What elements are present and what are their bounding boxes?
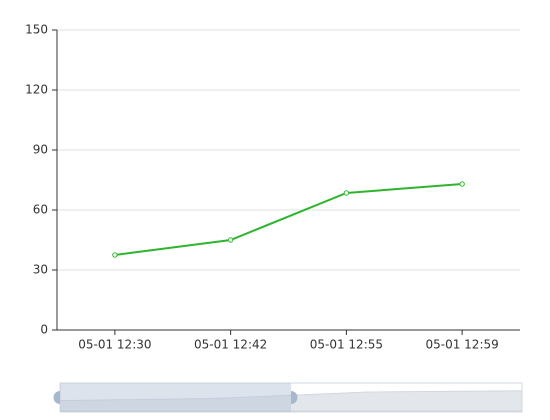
slider-selection[interactable] — [60, 383, 291, 412]
x-tick-label: 05-01 12:55 — [310, 338, 383, 352]
y-tick-label: 90 — [33, 143, 48, 157]
y-tick-label: 150 — [25, 23, 48, 37]
x-tick-label: 05-01 12:42 — [194, 338, 267, 352]
slider-handle-left[interactable] — [53, 391, 61, 404]
point — [227, 237, 234, 243]
data-zoom-slider[interactable] — [53, 382, 523, 413]
y-tick-label: 60 — [33, 203, 48, 217]
y-tick-label: 30 — [33, 263, 48, 277]
x-tick-label: 05-01 12:30 — [78, 338, 151, 352]
y-tick-label: 120 — [25, 83, 48, 97]
point — [112, 252, 118, 258]
y-tick-label: 0 — [40, 323, 48, 337]
slider-handle-right[interactable] — [291, 391, 298, 404]
point — [459, 181, 465, 187]
x-tick-label: 05-01 12:59 — [425, 338, 498, 352]
line — [114, 183, 463, 256]
point — [343, 190, 350, 196]
plot-area: 0 30 60 90 120 150 05-01 12:30 05-01 12:42 05-01… — [25, 23, 520, 352]
